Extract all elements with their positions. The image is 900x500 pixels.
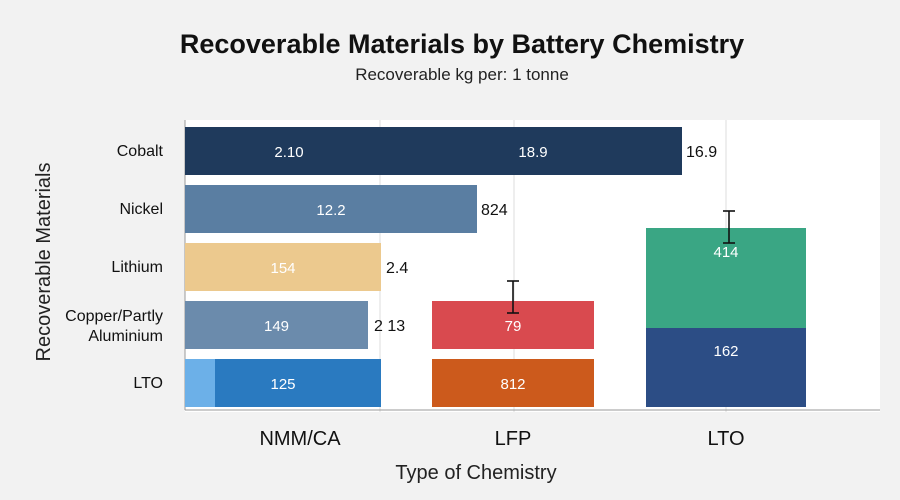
- chart-subtitle: Recoverable kg per: 1 tonne: [355, 65, 569, 84]
- bar-highlight: [185, 359, 215, 407]
- bar-value-label: 2.10: [274, 144, 303, 161]
- outside-value-label: 2.4: [386, 260, 408, 277]
- bar: [185, 185, 477, 233]
- bar: [185, 301, 368, 349]
- y-axis-title: Recoverable Materials: [33, 163, 55, 362]
- x-tick-label: LFP: [495, 428, 532, 450]
- bar-value-label: 812: [500, 376, 525, 393]
- bar-value-label: 125: [270, 376, 295, 393]
- bar: [432, 359, 594, 407]
- bar: [185, 243, 381, 291]
- stack-value-label: 414: [713, 244, 738, 261]
- stack-segment: [646, 228, 806, 328]
- chart-title: Recoverable Materials by Battery Chemist…: [180, 29, 744, 59]
- outside-value-label: 16.9: [686, 144, 717, 161]
- bars-layer: 2.10 18.9 12.2 154 149 79 125 812 16.9 824 2.4 2 13…: [185, 127, 806, 407]
- outside-value-label: 824: [481, 202, 508, 219]
- x-tick-label: NMM/CA: [259, 428, 341, 450]
- x-tick-label: LTO: [707, 428, 744, 450]
- bar: [185, 127, 432, 175]
- bar: [432, 127, 682, 175]
- bar-value-label: 79: [505, 318, 522, 335]
- bar-value-label: 12.2: [316, 202, 345, 219]
- y-tick-label: Copper/Partly Aluminium: [65, 308, 163, 345]
- y-tick-label: LTO: [133, 375, 163, 392]
- bar: [185, 359, 381, 407]
- stack-value-label: 162: [713, 343, 738, 360]
- stack-segment: [646, 328, 806, 407]
- y-tick-label: Nickel: [119, 201, 163, 218]
- y-tick-label: Cobalt: [117, 143, 164, 160]
- x-axis-title: Type of Chemistry: [395, 462, 556, 484]
- bar-value-label: 149: [264, 318, 289, 335]
- y-tick-label: Lithium: [111, 259, 163, 276]
- bar-value-label: 18.9: [518, 144, 547, 161]
- bar-value-label: 154: [270, 260, 295, 277]
- error-bar: [723, 210, 735, 244]
- error-bar: [507, 280, 519, 314]
- outside-value-label: 2 13: [374, 318, 405, 335]
